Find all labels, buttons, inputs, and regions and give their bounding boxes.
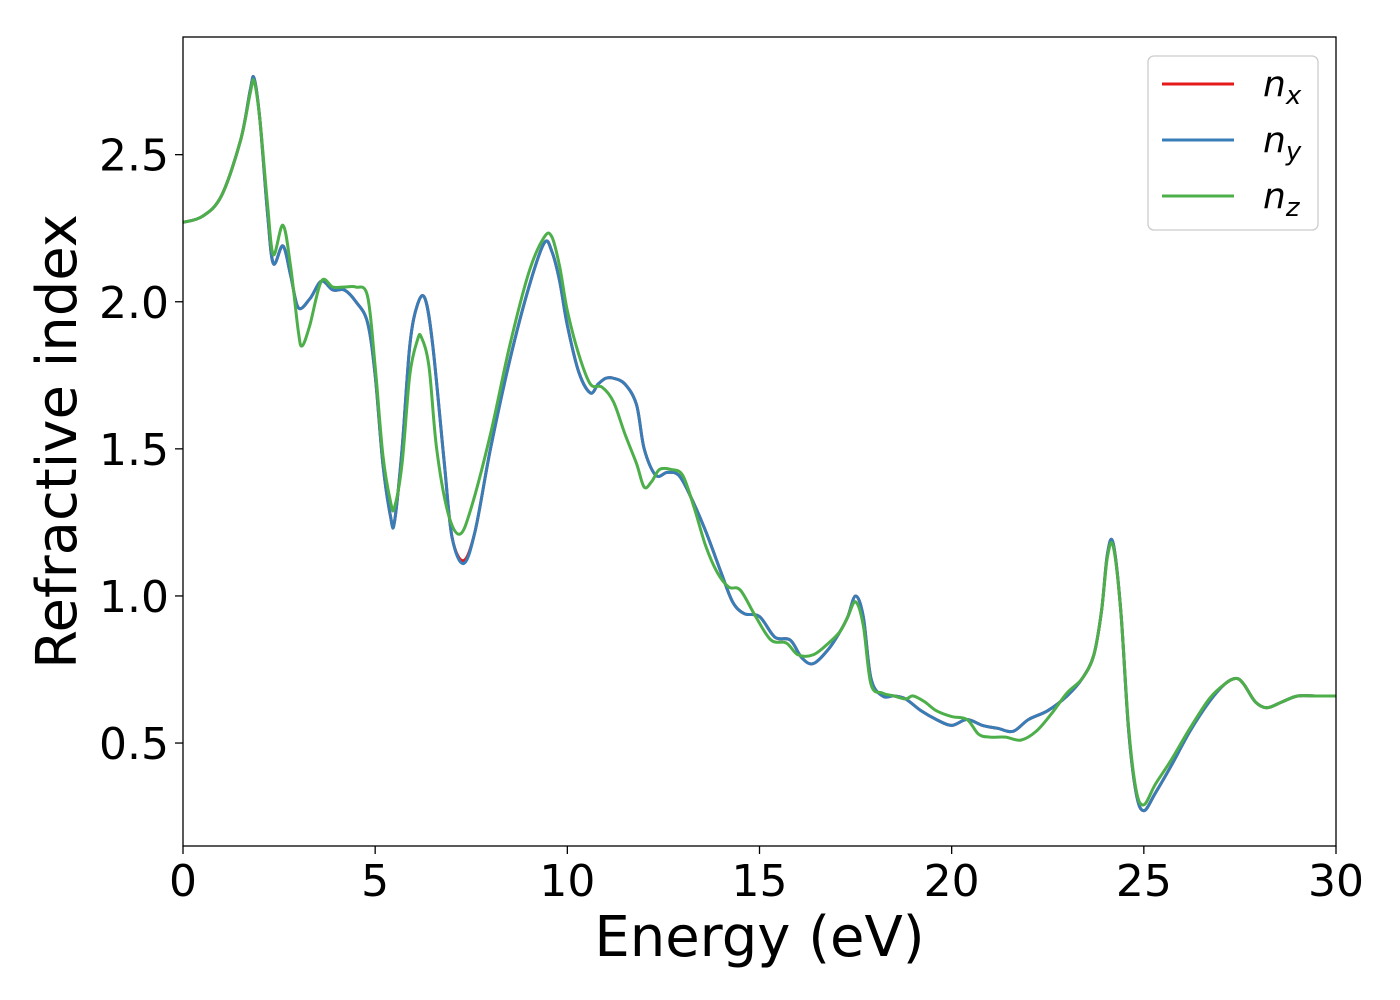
x-tick-label: 15 — [732, 856, 788, 907]
y-tick-label: 2.5 — [99, 131, 169, 182]
plot-area — [183, 75, 1336, 813]
legend-label-x: nx — [1263, 64, 1302, 111]
legend-label-z: nz — [1263, 176, 1301, 223]
x-tick-label: 10 — [539, 856, 595, 907]
legend-label-y: ny — [1263, 120, 1302, 167]
y-tick-label: 0.5 — [99, 719, 169, 770]
x-tick-label: 5 — [361, 856, 389, 907]
x-tick-label: 20 — [924, 856, 980, 907]
x-tick-label: 0 — [169, 856, 197, 907]
x-tick-label: 25 — [1116, 856, 1172, 907]
x-axis: 0 5 10 15 20 25 30 — [169, 846, 1364, 907]
y-tick-label: 2.0 — [99, 278, 169, 329]
x-tick-label: 30 — [1308, 856, 1364, 907]
y-tick-label: 1.5 — [99, 425, 169, 476]
x-axis-label: Energy (eV) — [594, 905, 924, 970]
y-tick-label: 1.0 — [99, 572, 169, 623]
y-axis-label: Refractive index — [25, 214, 90, 669]
legend-box — [1147, 55, 1319, 231]
y-axis: 0.5 1.0 1.5 2.0 2.5 — [99, 131, 183, 770]
series-line-z — [183, 78, 1336, 807]
legend: nx ny nz — [1147, 55, 1319, 231]
